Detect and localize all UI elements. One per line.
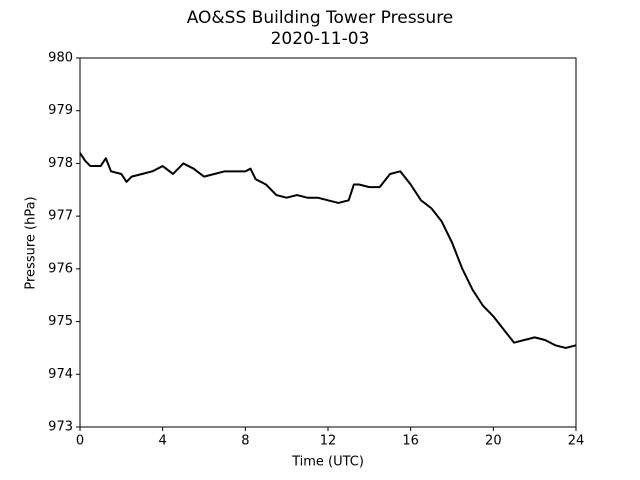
y-axis-label: Pressure (hPa) — [24, 196, 39, 289]
y-tick-label: 978 — [48, 156, 73, 171]
chart-title: AO&SS Building Tower Pressure — [187, 8, 454, 28]
x-tick-label: 4 — [159, 434, 167, 449]
y-tick-label: 979 — [48, 103, 73, 118]
y-tick-label: 976 — [48, 261, 73, 276]
y-tick-label: 980 — [48, 51, 73, 66]
y-tick-label: 977 — [48, 209, 73, 224]
x-tick-label: 8 — [241, 434, 249, 449]
chart-subtitle: 2020-11-03 — [271, 29, 370, 49]
data-line — [79, 152, 577, 349]
x-tick-label: 24 — [568, 434, 585, 449]
x-tick-label: 16 — [402, 434, 419, 449]
y-tick-label: 973 — [48, 420, 73, 435]
x-tick-label: 12 — [320, 434, 337, 449]
x-tick-label: 20 — [485, 434, 502, 449]
x-axis-label: Time (UTC) — [291, 455, 364, 470]
x-tick-label: 0 — [76, 434, 84, 449]
y-tick-label: 975 — [48, 314, 73, 329]
y-tick-label: 974 — [48, 367, 73, 382]
